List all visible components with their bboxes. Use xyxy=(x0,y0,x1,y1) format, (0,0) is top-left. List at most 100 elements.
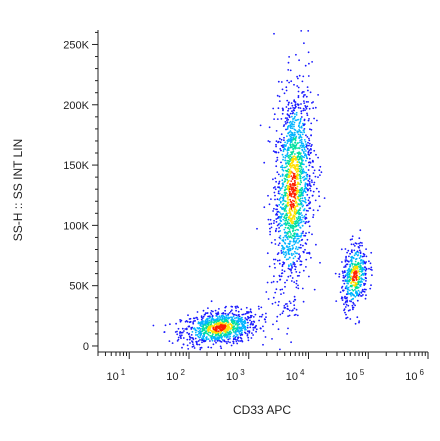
data-point xyxy=(272,296,275,299)
data-point xyxy=(312,107,315,110)
data-point xyxy=(281,213,284,216)
data-point xyxy=(190,334,193,336)
y-tick-label: 200K xyxy=(63,100,89,112)
data-point xyxy=(246,326,249,329)
data-point xyxy=(298,129,300,131)
data-point xyxy=(289,190,291,193)
data-point xyxy=(293,121,296,124)
data-point xyxy=(297,118,300,121)
data-point xyxy=(370,251,373,254)
data-point xyxy=(214,329,217,332)
y-tick-label: 100K xyxy=(63,220,89,232)
data-point xyxy=(300,191,303,194)
data-point xyxy=(213,335,216,338)
data-point xyxy=(298,122,301,125)
data-point xyxy=(338,273,341,275)
data-point xyxy=(289,203,292,206)
data-point xyxy=(293,193,296,196)
data-point xyxy=(241,329,243,332)
data-point xyxy=(343,266,345,268)
data-point xyxy=(292,112,294,114)
data-point xyxy=(300,116,303,118)
data-point xyxy=(297,235,299,238)
data-point xyxy=(274,291,277,294)
data-point xyxy=(302,230,304,233)
data-point xyxy=(264,318,266,321)
data-point xyxy=(281,269,284,271)
data-point xyxy=(284,180,287,183)
data-point xyxy=(352,289,355,292)
data-point xyxy=(278,259,281,262)
data-point xyxy=(280,166,282,169)
data-point xyxy=(287,238,289,241)
data-point xyxy=(279,216,282,218)
data-point xyxy=(290,252,293,255)
data-point xyxy=(313,149,316,152)
data-point xyxy=(297,196,300,199)
y-tick-label: 150K xyxy=(63,160,89,172)
data-point xyxy=(304,153,307,155)
data-point xyxy=(295,178,298,181)
data-point xyxy=(296,221,299,223)
data-point xyxy=(229,335,232,338)
data-point xyxy=(290,226,292,229)
data-point xyxy=(204,322,207,325)
data-point xyxy=(235,327,237,330)
data-point xyxy=(354,242,357,245)
data-point xyxy=(307,252,309,254)
data-point xyxy=(306,238,309,241)
data-point xyxy=(270,281,273,284)
data-point xyxy=(288,114,290,117)
data-point xyxy=(291,146,293,148)
data-point xyxy=(345,255,347,258)
data-point xyxy=(276,259,279,262)
data-point xyxy=(286,127,289,129)
data-point xyxy=(307,89,309,92)
data-point xyxy=(285,122,287,125)
data-point xyxy=(289,194,291,196)
data-point xyxy=(314,175,317,178)
data-point xyxy=(206,312,208,315)
data-point xyxy=(284,303,287,305)
data-point xyxy=(290,233,292,235)
data-point xyxy=(289,192,292,195)
data-point xyxy=(351,304,354,307)
data-point xyxy=(296,175,298,177)
data-point xyxy=(207,315,210,318)
data-point xyxy=(298,124,300,127)
data-point xyxy=(305,155,308,158)
data-point xyxy=(285,214,287,217)
data-point xyxy=(247,321,249,324)
data-point xyxy=(195,341,198,344)
data-point xyxy=(298,212,301,215)
data-point xyxy=(371,274,373,277)
data-point xyxy=(197,330,200,333)
data-point xyxy=(282,196,285,199)
data-point xyxy=(358,242,360,245)
data-point xyxy=(282,199,284,202)
data-point xyxy=(305,217,308,220)
data-point xyxy=(351,288,354,291)
data-point xyxy=(289,133,292,136)
data-point xyxy=(280,250,283,252)
data-point xyxy=(300,103,302,105)
data-point xyxy=(289,112,292,115)
data-point xyxy=(304,109,306,112)
data-point xyxy=(302,142,304,145)
data-point xyxy=(258,319,260,322)
data-point xyxy=(296,212,298,215)
data-point xyxy=(364,276,367,279)
data-point xyxy=(284,186,287,189)
data-point xyxy=(279,189,282,191)
data-point xyxy=(345,257,347,259)
data-point xyxy=(292,109,295,112)
data-point xyxy=(365,268,368,271)
data-point xyxy=(234,332,237,334)
data-point xyxy=(301,197,304,200)
data-point xyxy=(229,310,232,313)
data-point xyxy=(184,328,187,330)
data-point xyxy=(241,340,244,343)
data-point xyxy=(293,128,296,131)
data-point xyxy=(355,272,358,275)
data-point xyxy=(303,139,306,141)
